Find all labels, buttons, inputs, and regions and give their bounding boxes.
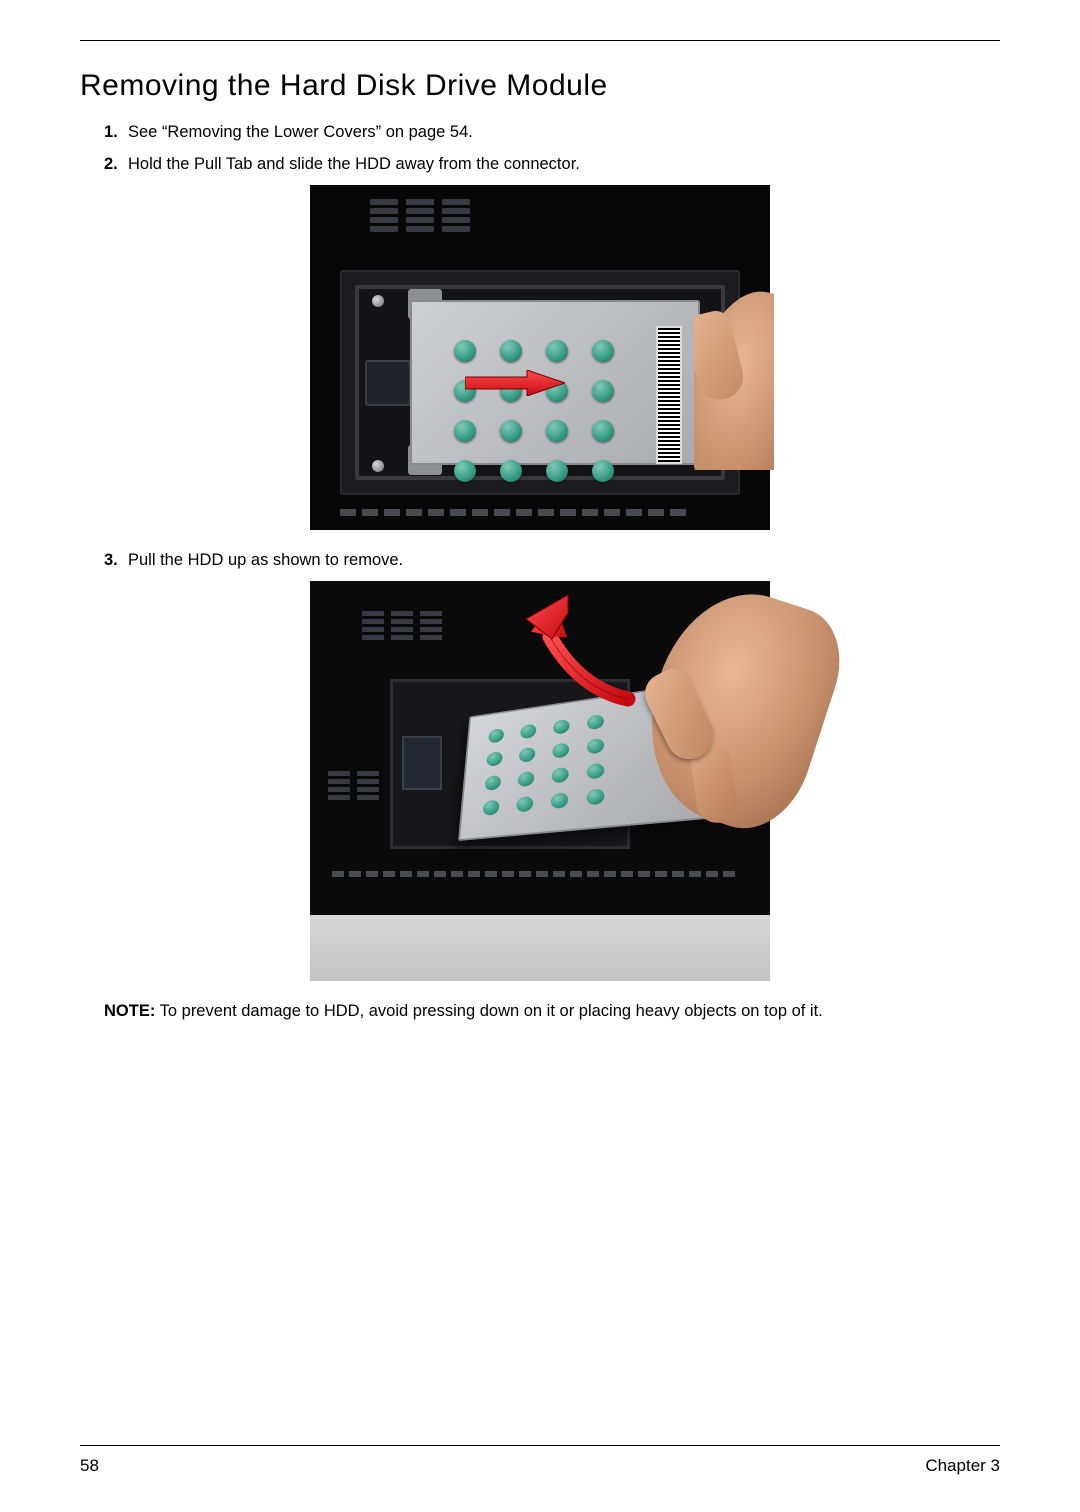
- laptop-vent-icon: [370, 199, 470, 235]
- note-paragraph: NOTE: To prevent damage to HDD, avoid pr…: [104, 1000, 1000, 1024]
- hdd-module: [410, 300, 700, 465]
- hand-icon: [634, 603, 774, 813]
- hand-icon: [694, 280, 774, 470]
- step-text: Hold the Pull Tab and slide the HDD away…: [128, 153, 1000, 177]
- laptop-vent-dash-icon: [332, 871, 735, 877]
- step-number: 1.: [104, 121, 128, 145]
- laptop-vent-icon: [362, 611, 442, 643]
- figure-2: [310, 581, 770, 981]
- sata-connector-icon: [365, 360, 411, 406]
- table-surface: [310, 915, 770, 981]
- instruction-step: 2. Hold the Pull Tab and slide the HDD a…: [104, 153, 1000, 177]
- barcode-label-icon: [656, 326, 682, 464]
- figure-1: [310, 185, 770, 530]
- note-text: To prevent damage to HDD, avoid pressing…: [155, 1002, 822, 1020]
- screw-icon: [372, 295, 384, 307]
- instruction-list: 1. See “Removing the Lower Covers” on pa…: [80, 121, 1000, 177]
- step-number: 2.: [104, 153, 128, 177]
- figure-1-container: [80, 185, 1000, 535]
- instruction-list: 3. Pull the HDD up as shown to remove.: [80, 549, 1000, 573]
- note-label: NOTE:: [104, 1002, 155, 1020]
- page-number: 58: [80, 1456, 99, 1476]
- step-number: 3.: [104, 549, 128, 573]
- hdd-screw-holes-icon: [454, 340, 614, 500]
- figure-2-container: [80, 581, 1000, 986]
- hdd-screw-holes-icon: [482, 714, 605, 826]
- top-horizontal-rule: [80, 40, 1000, 41]
- laptop-vent-dash-icon: [340, 509, 686, 516]
- bottom-horizontal-rule: [80, 1445, 1000, 1446]
- screw-icon: [372, 460, 384, 472]
- section-title: Removing the Hard Disk Drive Module: [80, 69, 1000, 103]
- sata-connector-icon: [402, 736, 442, 790]
- laptop-vent-icon: [328, 771, 379, 803]
- step-text: See “Removing the Lower Covers” on page …: [128, 121, 1000, 145]
- document-page: Removing the Hard Disk Drive Module 1. S…: [0, 0, 1080, 1512]
- page-footer: 58 Chapter 3: [80, 1445, 1000, 1476]
- step-text: Pull the HDD up as shown to remove.: [128, 549, 1000, 573]
- instruction-step: 3. Pull the HDD up as shown to remove.: [104, 549, 1000, 573]
- chapter-label: Chapter 3: [925, 1456, 1000, 1476]
- instruction-step: 1. See “Removing the Lower Covers” on pa…: [104, 121, 1000, 145]
